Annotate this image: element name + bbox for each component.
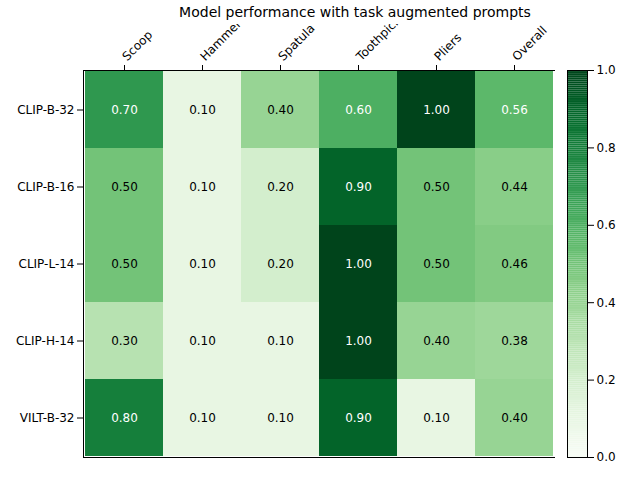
svg-text:0.10: 0.10 [189, 180, 216, 194]
svg-text:0.2: 0.2 [597, 373, 616, 387]
svg-text:1.0: 1.0 [597, 63, 616, 77]
svg-text:0.60: 0.60 [345, 103, 372, 117]
svg-text:0.20: 0.20 [267, 180, 294, 194]
html-text:Model performance with task au: Model performance with task augmented pr… [179, 4, 531, 20]
svg-text:0.6: 0.6 [597, 218, 616, 232]
svg-text:0.38: 0.38 [501, 334, 528, 348]
svg-text:0.90: 0.90 [345, 411, 372, 425]
svg-text:0.4: 0.4 [597, 296, 616, 310]
svg-text:0.40: 0.40 [501, 411, 528, 425]
svg-text:CLIP-B-16: CLIP-B-16 [17, 180, 74, 194]
svg-text:0.50: 0.50 [111, 257, 138, 271]
svg-text:0.0: 0.0 [597, 450, 616, 464]
svg-text:CLIP-B-32: CLIP-B-32 [17, 103, 74, 117]
svg-text:0.10: 0.10 [189, 334, 216, 348]
svg-text:0.50: 0.50 [111, 180, 138, 194]
svg-text:1.00: 1.00 [345, 334, 372, 348]
svg-text:0.90: 0.90 [345, 180, 372, 194]
svg-text:0.40: 0.40 [423, 334, 450, 348]
svg-text:Pliers: Pliers [431, 31, 464, 64]
svg-text:Spatula: Spatula [275, 24, 317, 64]
svg-text:1.00: 1.00 [345, 257, 372, 271]
svg-text:0.10: 0.10 [189, 411, 216, 425]
svg-text:0.56: 0.56 [501, 103, 528, 117]
svg-text:CLIP-H-14: CLIP-H-14 [16, 334, 75, 348]
svg-text:VILT-B-32: VILT-B-32 [20, 411, 75, 425]
svg-text:0.10: 0.10 [267, 411, 294, 425]
svg-text:0.80: 0.80 [111, 411, 138, 425]
svg-text:0.20: 0.20 [267, 257, 294, 271]
svg-text:0.50: 0.50 [423, 257, 450, 271]
svg-text:0.10: 0.10 [189, 103, 216, 117]
svg-text:0.10: 0.10 [423, 411, 450, 425]
svg-text:0.30: 0.30 [111, 334, 138, 348]
svg-text:0.40: 0.40 [267, 103, 294, 117]
svg-text:0.44: 0.44 [501, 180, 528, 194]
svg-text:0.10: 0.10 [267, 334, 294, 348]
svg-text:Scoop: Scoop [119, 28, 155, 64]
svg-text:0.10: 0.10 [189, 257, 216, 271]
svg-text:0.50: 0.50 [423, 180, 450, 194]
svg-text:0.70: 0.70 [111, 103, 138, 117]
svg-text:0.8: 0.8 [597, 141, 616, 155]
svg-text:Overall: Overall [509, 24, 549, 64]
svg-text:Hammer: Hammer [197, 24, 244, 64]
svg-text:CLIP-L-14: CLIP-L-14 [19, 257, 75, 271]
svg-text:0.46: 0.46 [501, 257, 528, 271]
svg-text:Toothpick: Toothpick [353, 24, 404, 64]
svg-text:1.00: 1.00 [423, 103, 450, 117]
